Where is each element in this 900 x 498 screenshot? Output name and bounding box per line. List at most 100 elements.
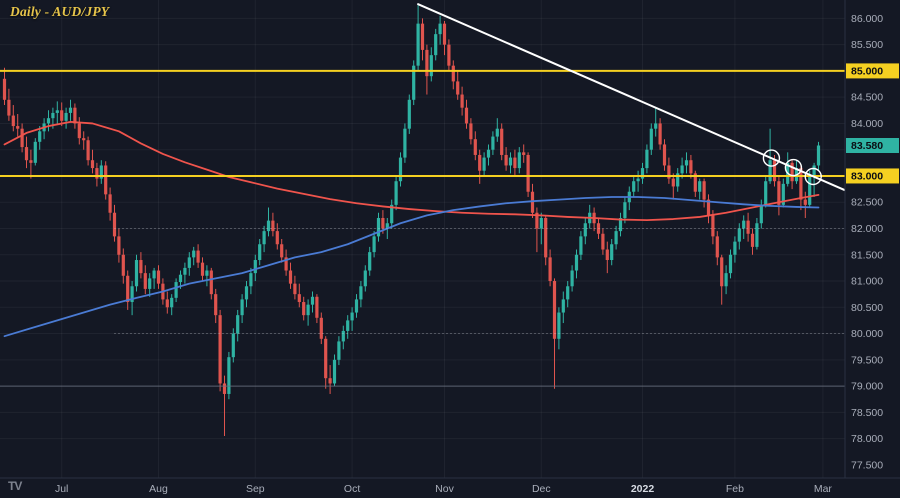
price-tick-label: 84.000 xyxy=(851,118,883,130)
candle xyxy=(715,231,719,266)
candle xyxy=(601,228,605,255)
time-tick-label: Oct xyxy=(344,483,360,495)
price-axis[interactable]: 86.000 85.500 84.500 84.000 82.500 82.000 81.5… xyxy=(844,0,900,498)
candle xyxy=(526,152,530,197)
candle xyxy=(667,157,671,184)
price-tick-label: 82.500 xyxy=(851,197,883,209)
candle xyxy=(73,103,77,129)
candle xyxy=(139,252,143,279)
candle xyxy=(425,44,429,95)
candle xyxy=(354,294,359,318)
time-tick-label: Sep xyxy=(246,483,265,495)
svg-text:83.000: 83.000 xyxy=(851,170,883,182)
candle xyxy=(711,210,715,245)
candle xyxy=(24,136,29,169)
price-tick-label: 79.000 xyxy=(851,381,883,393)
price-label-85[interactable]: 85.000 xyxy=(846,63,899,79)
candle xyxy=(720,254,724,305)
candle xyxy=(803,191,807,218)
price-tick-label: 82.000 xyxy=(851,223,883,235)
trendline-touch-circle[interactable] xyxy=(762,149,781,167)
candle xyxy=(662,139,667,171)
candle xyxy=(121,248,125,284)
time-tick-label: Mar xyxy=(814,483,833,495)
candle xyxy=(209,267,213,300)
candle xyxy=(337,336,341,366)
candle xyxy=(328,365,332,394)
blue-moving-average[interactable] xyxy=(3,196,820,338)
candle xyxy=(486,144,491,166)
candle xyxy=(82,131,86,150)
candle xyxy=(557,307,561,350)
price-tick-label: 80.000 xyxy=(851,328,883,340)
candle xyxy=(632,175,636,197)
candle xyxy=(174,278,178,303)
candle xyxy=(781,178,785,208)
candle xyxy=(187,252,191,276)
candle xyxy=(227,351,231,400)
price-label-current[interactable]: 83.580 xyxy=(846,138,899,154)
trendline-touch-circle[interactable] xyxy=(784,158,803,177)
candle xyxy=(11,105,15,132)
red-moving-average[interactable] xyxy=(3,120,820,221)
price-tick-label: 80.500 xyxy=(851,302,883,314)
candle xyxy=(706,194,711,224)
candle xyxy=(86,136,90,166)
candle xyxy=(284,249,288,276)
candle xyxy=(438,15,442,45)
candle xyxy=(236,309,240,342)
candle xyxy=(566,281,570,308)
candle xyxy=(390,199,394,229)
candle xyxy=(539,212,543,245)
candle xyxy=(799,165,803,211)
candle xyxy=(460,86,464,116)
candle xyxy=(702,178,706,208)
candle xyxy=(183,262,187,284)
candle xyxy=(350,307,354,331)
candle xyxy=(20,123,24,153)
candle xyxy=(363,265,367,292)
candle xyxy=(618,212,623,237)
candle xyxy=(482,152,486,176)
candle xyxy=(306,299,310,326)
descending-trendline[interactable] xyxy=(417,3,846,192)
candle xyxy=(724,265,728,295)
candle xyxy=(649,123,653,155)
candle xyxy=(332,354,337,387)
candle xyxy=(2,67,7,106)
candle xyxy=(548,249,552,287)
candle xyxy=(412,60,416,106)
price-tick-label: 78.000 xyxy=(851,433,883,445)
candle xyxy=(500,123,504,161)
candle xyxy=(376,212,381,242)
candle xyxy=(315,294,319,324)
candle xyxy=(464,99,469,129)
candle xyxy=(469,118,473,145)
candle xyxy=(777,175,781,216)
candle xyxy=(478,149,482,184)
candle xyxy=(46,110,51,132)
candle xyxy=(64,107,68,129)
price-label-83[interactable]: 83.000 xyxy=(846,168,899,184)
trendline-touch-circle[interactable] xyxy=(804,167,822,186)
candle xyxy=(640,162,645,184)
candle xyxy=(143,265,147,295)
symbol-title: Daily - AUD/JPY xyxy=(10,4,110,19)
price-tick-label: 81.000 xyxy=(851,276,883,288)
candle xyxy=(297,283,301,308)
candle xyxy=(429,47,433,82)
candle xyxy=(200,257,205,282)
candle xyxy=(170,294,174,316)
candle xyxy=(790,160,794,190)
candle xyxy=(156,265,161,289)
candle xyxy=(99,160,103,184)
candle xyxy=(165,291,169,314)
candle xyxy=(112,204,117,242)
tradingview-logo[interactable]: TV xyxy=(8,479,22,493)
candles-layer xyxy=(2,5,821,436)
time-axis[interactable]: Jul Aug Sep Oct Nov Dec 2022 Feb Mar xyxy=(0,477,900,498)
candle xyxy=(249,267,253,295)
